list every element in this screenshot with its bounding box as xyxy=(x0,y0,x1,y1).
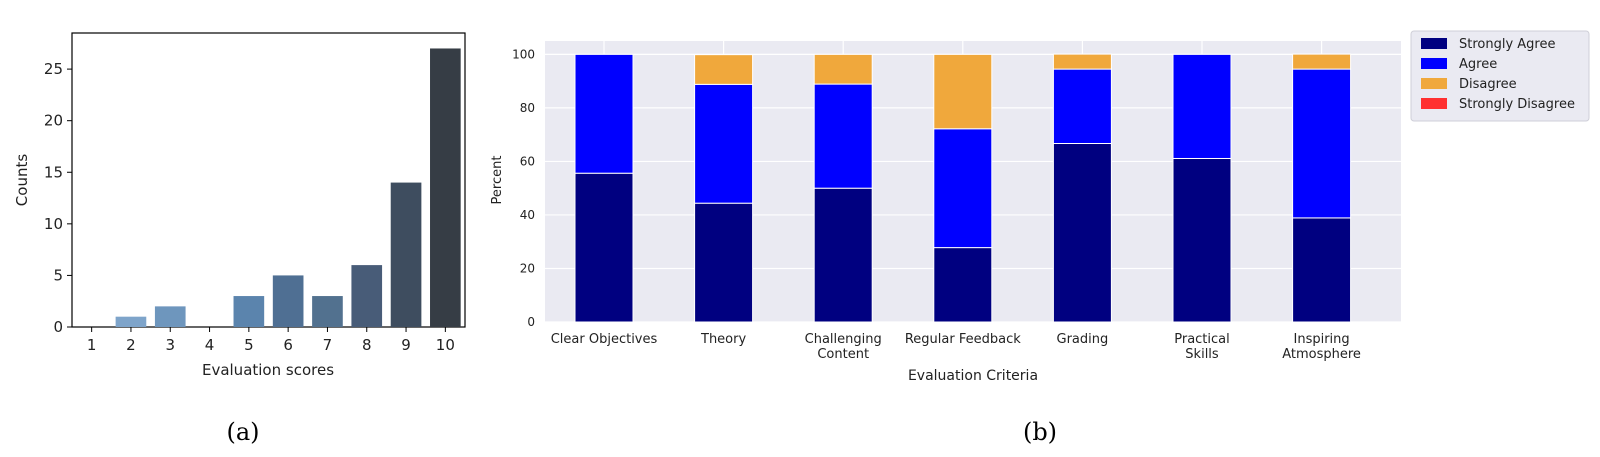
bar-segment-disagree xyxy=(813,53,873,85)
bar-segment-agree xyxy=(813,83,873,189)
x-tick-label: Grading xyxy=(1057,332,1109,347)
bar-score-3 xyxy=(154,306,186,327)
y-tick-label: 20 xyxy=(520,261,535,275)
x-tick-label: Clear Objectives xyxy=(551,332,658,347)
bar-segment-disagree xyxy=(694,54,754,85)
y-tick-label: 15 xyxy=(44,163,63,181)
x-tick-label: 4 xyxy=(205,336,215,354)
bar-segment-agree xyxy=(694,83,754,204)
panel-b-criteria-ratings: 0 20 40 60 80 100 Clear Objectives Theory Chall… xyxy=(490,30,1590,384)
x-tick-label: 5 xyxy=(244,336,254,354)
x-tick-label: 2 xyxy=(126,336,136,354)
y-tick-label: 0 xyxy=(527,315,535,329)
legend-swatch xyxy=(1421,58,1447,69)
legend-label: Disagree xyxy=(1459,77,1517,92)
legend-swatch xyxy=(1421,78,1447,89)
y-tick-label: 10 xyxy=(44,215,63,233)
bar-segment-strongly-agree xyxy=(1292,217,1352,323)
bar-score-10 xyxy=(430,48,461,327)
x-tick-label: 9 xyxy=(401,336,411,354)
bar-segment-strongly-agree xyxy=(933,247,993,323)
panel-a-x-axis-label: Evaluation scores xyxy=(202,361,334,379)
caption-a: (a) xyxy=(226,418,259,446)
bar-score-7 xyxy=(312,296,343,327)
bar-score-8 xyxy=(351,265,383,327)
bar-segment-disagree xyxy=(1052,53,1112,70)
bar-segment-strongly-agree xyxy=(813,187,873,323)
bar-score-5 xyxy=(233,296,265,327)
bar-segment-strongly-agree xyxy=(1172,157,1232,323)
bar-segment-agree xyxy=(933,128,993,249)
panel-b-y-axis-label: Percent xyxy=(490,156,505,205)
bar-segment-strongly-agree xyxy=(574,172,634,323)
panel-b-x-axis-label: Evaluation Criteria xyxy=(908,368,1038,384)
legend-label: Agree xyxy=(1459,57,1497,72)
legend-label: Strongly Agree xyxy=(1459,37,1556,52)
y-tick-label: 20 xyxy=(44,112,63,130)
bar-segment-agree xyxy=(1292,68,1352,219)
x-tick-label: 7 xyxy=(323,336,333,354)
bar-score-6 xyxy=(272,275,304,327)
caption-b: (b) xyxy=(1023,418,1057,446)
legend-swatch xyxy=(1421,98,1447,109)
y-tick-label: 100 xyxy=(512,47,535,61)
y-tick-label: 0 xyxy=(53,318,63,336)
legend-swatch xyxy=(1421,38,1447,49)
x-tick-label: Regular Feedback xyxy=(905,332,1021,347)
bar-segment-disagree xyxy=(1292,53,1352,70)
x-tick-label: Challenging Content xyxy=(805,332,882,362)
bar-segment-agree xyxy=(574,53,634,174)
panel-a-y-axis-label: Counts xyxy=(13,154,31,207)
bar-segment-agree xyxy=(1172,53,1232,159)
bar-segment-disagree xyxy=(933,53,993,130)
y-tick-label: 80 xyxy=(520,101,535,115)
legend-label: Strongly Disagree xyxy=(1459,97,1575,112)
bar-segment-agree xyxy=(1052,68,1112,144)
x-tick-label: 8 xyxy=(362,336,372,354)
y-tick-label: 25 xyxy=(44,60,63,78)
x-tick-label: 10 xyxy=(436,336,455,354)
legend-frame xyxy=(1410,30,1590,122)
y-tick-label: 5 xyxy=(53,266,63,284)
bar-score-2 xyxy=(115,316,147,327)
y-tick-label: 40 xyxy=(520,208,535,222)
bar-segment-strongly-agree xyxy=(1052,142,1112,323)
panel-b-legend: Strongly Agree Agree Disagree Strongly Disa… xyxy=(1410,30,1590,122)
bar-segment-strongly-agree xyxy=(694,202,754,323)
x-tick-label: 6 xyxy=(283,336,293,354)
panel-a-score-distribution: 0 5 10 15 20 25 1 2 3 4 5 6 7 8 9 10 Evaluation scores… xyxy=(13,32,466,379)
x-tick-label: 1 xyxy=(87,336,97,354)
x-tick-label: Inspiring Atmosphere xyxy=(1282,332,1361,362)
x-tick-label: 3 xyxy=(165,336,175,354)
x-tick-label: Practical Skills xyxy=(1174,332,1230,362)
x-tick-label: Theory xyxy=(700,332,746,347)
bar-score-9 xyxy=(390,182,422,327)
y-tick-label: 60 xyxy=(520,154,535,168)
